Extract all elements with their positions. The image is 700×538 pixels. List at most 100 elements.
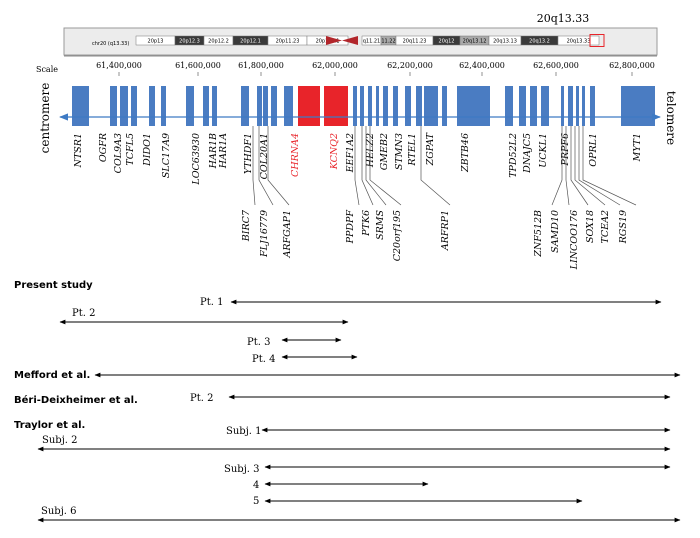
row-label-beri-pt2: Pt. 2 (190, 393, 213, 404)
gene-label-rtel1: RTEL1 (407, 133, 418, 167)
top-panel: 20q13.33 chr20 (q13.33) 20p13 20p12.3 20p12… (36, 12, 658, 76)
gene-box (284, 86, 293, 126)
gene-box (621, 86, 655, 126)
band-label: 11.22 (381, 39, 395, 45)
gene-box (241, 86, 249, 126)
gene-label-flj16779: FLJ16779 (259, 210, 270, 258)
gene-box-highlighted (324, 86, 348, 126)
band-label: q11.21 (363, 39, 381, 45)
gene-leader-line (582, 126, 637, 206)
region-title: 20q13.33 (537, 12, 590, 25)
gene-label-samd10: SAMD10 (550, 210, 561, 253)
band-label: 20q11.23 (403, 39, 427, 45)
gene-label-birc7: BIRC7 (241, 209, 252, 242)
gene-leader-line (369, 126, 402, 206)
gene-box (405, 86, 411, 126)
gene-box (161, 86, 166, 126)
row-label-pt2: Pt. 2 (72, 308, 95, 319)
gene-box (368, 86, 372, 126)
section-title-present-study: Present study (14, 280, 93, 291)
gene-label-col9a3: COL9A3 (113, 133, 124, 173)
band-label: 20q13.33 (567, 39, 591, 45)
gene-label-stmn3: STMN3 (394, 133, 405, 170)
gene-label-ogfr: OGFR (98, 133, 109, 162)
gene-box (568, 86, 573, 126)
gene-label-arfrp1: ARFRP1 (440, 210, 451, 251)
row-label-subj2: Subj. 2 (42, 435, 78, 446)
gene-box (505, 86, 513, 126)
gene-leader-line (420, 126, 451, 206)
row-label-subj4: 4 (253, 480, 259, 491)
band-20q13-33 (557, 35, 600, 46)
row-label-subj5: 5 (253, 496, 259, 507)
gene-label-znf512b: ZNF512B (533, 210, 544, 258)
gene-label-zgpat: ZGPAT (425, 132, 436, 166)
section-title-mefford: Mefford et al. (14, 370, 90, 381)
centromere-label: centromere (38, 83, 52, 154)
gene-label-myt1: MYT1 (632, 133, 643, 162)
band-label: 20p11.23 (276, 39, 300, 45)
gene-box (582, 86, 585, 126)
gene-box (383, 86, 388, 126)
gene-box (110, 86, 117, 126)
gene-box (72, 86, 89, 126)
gene-box (590, 86, 595, 126)
scale-ticks: 61,400,000 61,600,000 61,800,000 62,000,000… (96, 61, 655, 76)
scale-tick-label: 61,400,000 (96, 61, 142, 70)
gene-label-col20a1: COL20A1 (259, 133, 270, 179)
gene-box-highlighted (298, 86, 320, 126)
band-label: 20q13.12 (463, 39, 487, 45)
section-title-beri-deixheimer: Béri-Deixheimer et al. (14, 394, 138, 406)
gene-leader-line (574, 126, 606, 206)
gene-label-prpf6: PRPF6 (560, 133, 571, 167)
chromosome-ideogram: chr20 (q13.33) 20p13 20p12.3 20p12.2 20p12.1… (92, 34, 605, 47)
gene-box (271, 86, 277, 126)
gene-label-ythdf1: YTHDF1 (243, 133, 254, 174)
gene-box (376, 86, 379, 126)
gene-label-har1b: HAR1B (208, 133, 219, 169)
gene-label-ptk6: PTK6 (361, 210, 372, 237)
gene-track: centromere telomere NTSR1 OGFR COL9A3 TCFL5… (38, 83, 678, 271)
gene-box (212, 86, 217, 126)
gene-label-dnajc5: DNAJC5 (522, 133, 533, 174)
gene-label-gmeb2: GMEB2 (379, 133, 390, 170)
gene-label-ppdpf: PPDPF (345, 210, 356, 245)
band-label: 20q12 (439, 39, 455, 45)
row-label-subj3: Subj. 3 (224, 464, 260, 475)
gene-box (186, 86, 194, 126)
gene-box (576, 86, 579, 126)
band-label: 20p13 (148, 39, 164, 45)
gene-label-rgs19: RGS19 (618, 210, 629, 244)
gene-label-slc17a9: SLC17A9 (161, 133, 172, 178)
gene-leader-line (361, 126, 374, 206)
row-label-pt4: Pt. 4 (252, 354, 275, 365)
gene-label-har1a: HAR1A (218, 133, 229, 169)
gene-box (149, 86, 155, 126)
gene-leader-lines (252, 126, 637, 206)
gene-box (424, 86, 438, 126)
gene-box (541, 86, 549, 126)
gene-box (416, 86, 422, 126)
gene-labels: NTSR1 OGFR COL9A3 TCFL5 DIDO1 SLC17A9 LOC63930… (73, 132, 643, 270)
scale-label: Scale (36, 65, 58, 74)
centromere-marker (326, 36, 358, 45)
gene-box (393, 86, 398, 126)
row-label-subj1: Subj. 1 (226, 426, 262, 437)
gene-leader-line (578, 126, 621, 206)
gene-label-helz2: HELZ2 (365, 133, 376, 168)
gene-boxes (72, 86, 655, 126)
band-label: 20q13.2 (529, 39, 550, 45)
gene-label-c20orf195: C20orf195 (392, 210, 403, 261)
gene-box (203, 86, 209, 126)
gene-box (561, 86, 564, 126)
gene-box (457, 86, 490, 126)
gene-box (519, 86, 526, 126)
section-title-traylor: Traylor et al. (14, 420, 85, 431)
gene-box (353, 86, 357, 126)
scale-tick-label: 62,600,000 (533, 61, 579, 70)
scale-tick-label: 62,400,000 (459, 61, 505, 70)
gene-box (360, 86, 364, 126)
gene-leader-line (258, 126, 274, 206)
gene-leader-line (354, 126, 360, 206)
gene-label-loc63930: LOC63930 (191, 133, 202, 186)
